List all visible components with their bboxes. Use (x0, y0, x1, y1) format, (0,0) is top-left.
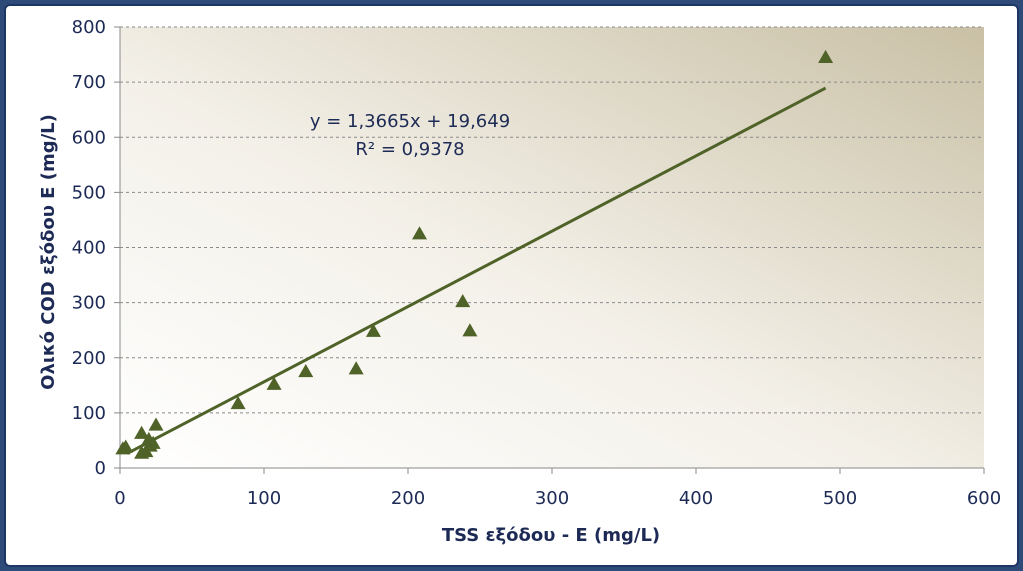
trendline-equation: y = 1,3665x + 19,649 (310, 111, 510, 132)
scatter-chart: 0 100 200 300 400 500 600 700 800 0 100 200 300 400 5… (38, 17, 1001, 546)
y-tick-label: 600 (72, 127, 106, 148)
data-point-triangle (365, 323, 381, 337)
y-tick-labels: 0 100 200 300 400 500 600 700 800 (72, 17, 106, 479)
x-tick-label: 600 (967, 488, 1001, 509)
x-tick-label: 300 (535, 488, 569, 509)
x-tick-label: 400 (679, 488, 713, 509)
x-tick-label: 500 (823, 488, 857, 509)
y-tick-label: 800 (72, 17, 106, 38)
y-tick-label: 400 (72, 238, 106, 259)
data-point-triangle (412, 226, 428, 240)
axes (114, 26, 985, 474)
data-point-triangle (145, 435, 161, 449)
grid-lines (120, 26, 984, 414)
y-tick-label: 100 (72, 403, 106, 424)
trendline (126, 86, 827, 455)
data-point-triangle (348, 361, 364, 375)
data-point-triangle (118, 439, 134, 453)
y-tick-label: 700 (72, 72, 106, 93)
data-point-triangle (462, 323, 478, 337)
y-tick-label: 500 (72, 182, 106, 203)
data-point-triangle (818, 49, 834, 63)
chart-frame: 0 100 200 300 400 500 600 700 800 0 100 200 300 400 5… (4, 4, 1019, 567)
data-point-triangle (266, 376, 282, 390)
y-tick-label: 200 (72, 348, 106, 369)
y-tick-label: 0 (95, 458, 106, 479)
trendline-group (126, 86, 827, 455)
x-tick-label: 0 (114, 488, 125, 509)
x-tick-labels: 0 100 200 300 400 500 600 (114, 488, 1001, 509)
x-tick-label: 100 (247, 488, 281, 509)
x-axis-title: TSS εξόδου - E (mg/L) (442, 525, 660, 546)
trendline-r2: R² = 0,9378 (355, 139, 464, 160)
data-points (115, 49, 834, 459)
data-point-triangle (455, 294, 471, 308)
data-point-triangle (134, 425, 150, 439)
data-point-triangle (298, 364, 314, 378)
x-tick-label: 200 (391, 488, 425, 509)
data-point-triangle (148, 417, 164, 431)
data-point-triangle (230, 396, 246, 410)
y-tick-label: 300 (72, 293, 106, 314)
y-axis-title: Ολικό COD εξόδου E (mg/L) (38, 114, 59, 390)
